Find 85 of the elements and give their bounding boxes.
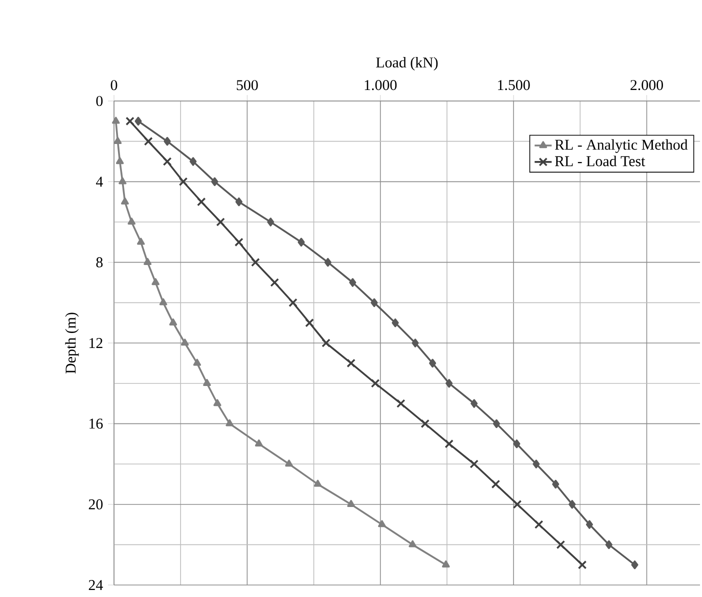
point	[193, 358, 202, 366]
point	[162, 157, 172, 166]
point	[180, 338, 189, 346]
point	[470, 460, 479, 468]
point	[121, 197, 129, 204]
y-tick-label: 8	[96, 257, 103, 268]
point	[396, 399, 406, 408]
point	[552, 480, 560, 489]
point	[370, 378, 380, 388]
point	[152, 278, 160, 286]
x-tick-label: 1.500	[498, 80, 530, 90]
point	[532, 460, 540, 468]
point	[420, 419, 430, 428]
point	[378, 520, 386, 528]
point	[556, 540, 566, 550]
point	[196, 197, 206, 206]
point	[213, 399, 222, 406]
point	[136, 238, 145, 245]
point	[314, 480, 322, 487]
point	[444, 439, 454, 448]
point	[322, 338, 330, 348]
point	[470, 399, 478, 408]
point	[346, 358, 356, 368]
point	[235, 197, 242, 206]
legend-label: RL - Analytic Method	[554, 139, 688, 153]
point	[254, 439, 263, 446]
point	[408, 540, 417, 548]
point	[534, 520, 544, 529]
point	[491, 480, 500, 489]
point	[568, 500, 576, 509]
x-tick-label: 2.000	[630, 80, 663, 90]
point	[412, 338, 419, 348]
point	[126, 116, 134, 126]
point	[234, 238, 244, 247]
point	[112, 116, 120, 124]
x-tick-label: 0	[110, 80, 118, 90]
point	[492, 419, 500, 428]
legend-label: RL - Load Test	[554, 156, 646, 166]
point	[392, 318, 399, 328]
point	[446, 378, 453, 388]
point	[169, 318, 178, 326]
point	[324, 258, 332, 267]
point	[631, 560, 638, 570]
point	[586, 520, 593, 529]
y-tick-label: 4	[96, 176, 103, 187]
point	[270, 278, 280, 287]
point	[216, 218, 225, 226]
point	[226, 419, 234, 426]
point	[190, 157, 197, 166]
point	[513, 439, 520, 448]
y-tick-label: 20	[88, 499, 103, 510]
point	[288, 298, 298, 308]
y-tick-label: 16	[90, 418, 103, 429]
x-tick-label: 500	[236, 80, 258, 90]
point	[605, 540, 612, 550]
y-tick-label: 24	[88, 580, 103, 590]
point	[144, 136, 153, 146]
point	[144, 258, 152, 265]
point	[305, 318, 314, 328]
y-axis-title: Depth (m)	[65, 312, 79, 374]
point	[298, 238, 305, 247]
point	[211, 177, 218, 186]
point	[578, 560, 587, 570]
point	[267, 218, 274, 226]
point	[285, 460, 293, 467]
y-tick-label: 0	[96, 96, 103, 106]
point	[159, 298, 168, 306]
point	[203, 378, 211, 386]
y-tick-label: 12	[90, 338, 102, 348]
point	[116, 157, 124, 164]
point	[442, 560, 450, 568]
point	[512, 500, 522, 509]
point	[178, 177, 188, 186]
point	[370, 298, 378, 308]
point	[118, 177, 126, 184]
point	[128, 218, 136, 225]
point	[164, 136, 171, 146]
x-axis-title: Load (kN)	[376, 56, 438, 71]
point	[251, 258, 260, 267]
point	[429, 358, 436, 368]
point	[134, 116, 142, 126]
point	[349, 278, 356, 287]
x-tick-label: 1.000	[364, 80, 397, 90]
point	[347, 500, 355, 507]
point	[114, 136, 122, 144]
